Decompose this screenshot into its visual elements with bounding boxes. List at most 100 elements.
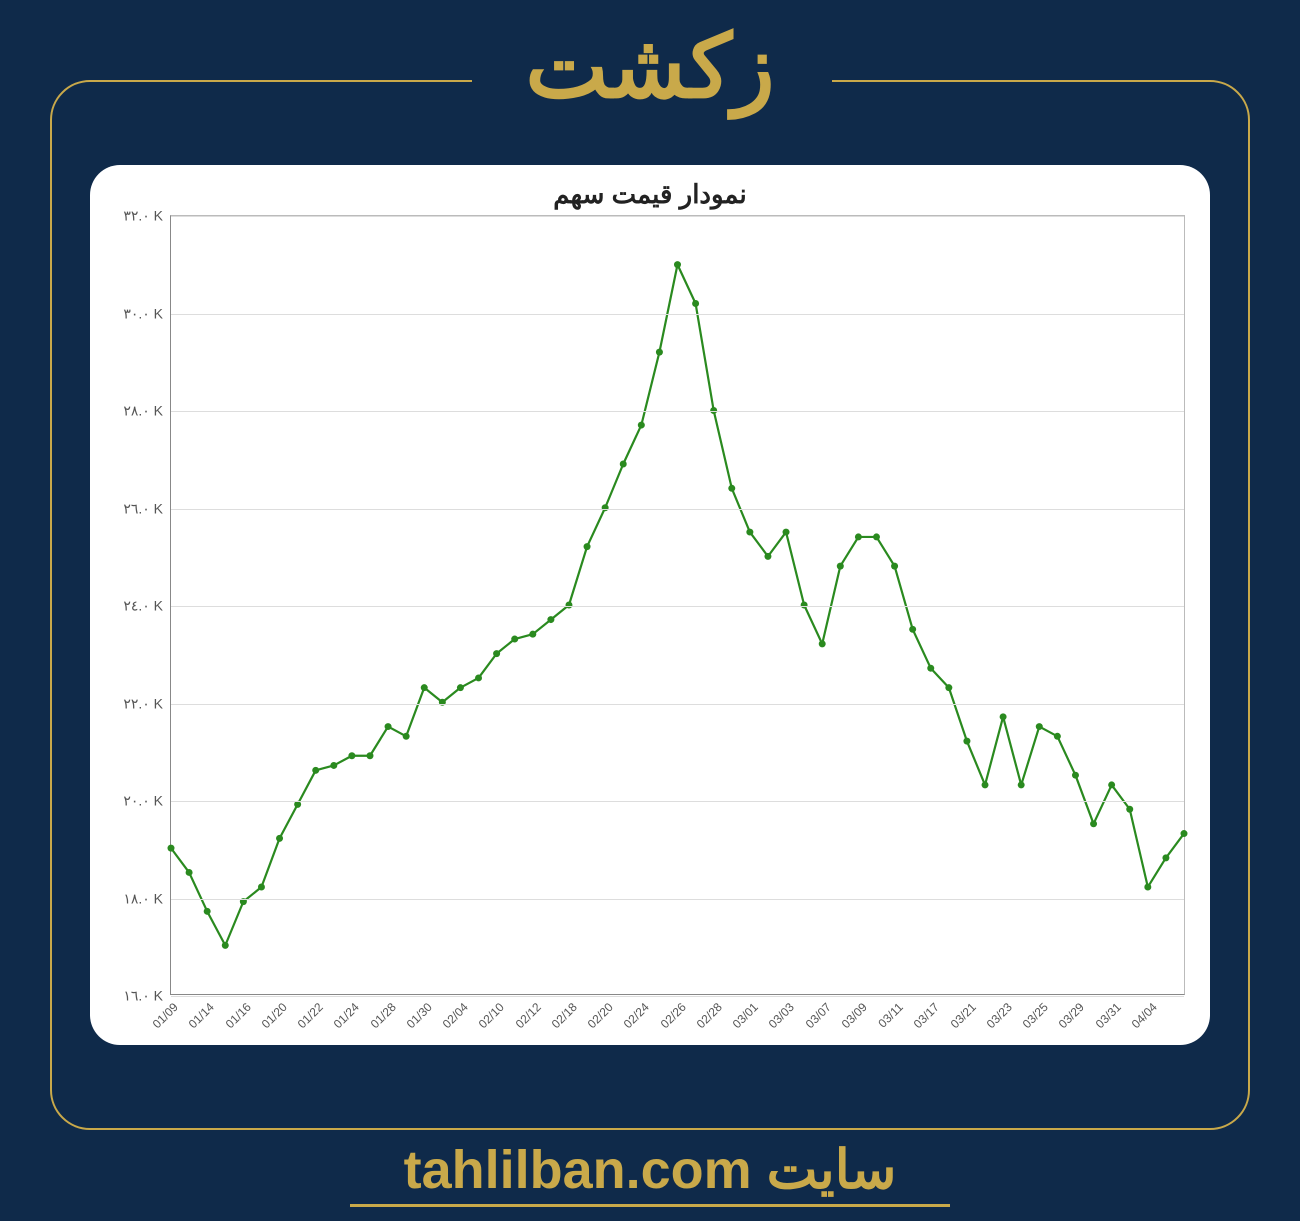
- price-marker: [638, 422, 645, 429]
- price-marker: [746, 529, 753, 536]
- price-marker: [1036, 723, 1043, 730]
- price-marker: [963, 738, 970, 745]
- grid-line: [171, 996, 1184, 997]
- price-marker: [1018, 781, 1025, 788]
- y-tick-label: ٢٤.٠ K: [123, 598, 163, 615]
- price-marker: [565, 602, 572, 609]
- x-tick-label: 01/30: [404, 1000, 435, 1031]
- price-marker: [403, 733, 410, 740]
- price-marker: [801, 602, 808, 609]
- y-tick-label: ٢٦.٠ K: [123, 500, 163, 517]
- price-marker: [186, 869, 193, 876]
- x-tick-label: 02/26: [657, 1000, 688, 1031]
- x-tick-label: 02/12: [512, 1000, 543, 1031]
- price-marker: [674, 261, 681, 268]
- price-marker: [945, 684, 952, 691]
- price-marker: [330, 762, 337, 769]
- y-tick-label: ٢٠.٠ K: [123, 793, 163, 810]
- y-tick-label: ١٨.٠ K: [123, 890, 163, 907]
- price-marker: [873, 533, 880, 540]
- x-tick-label: 03/09: [839, 1000, 870, 1031]
- grid-line: [171, 509, 1184, 510]
- chart-title: نمودار قیمت سهم: [90, 179, 1210, 210]
- price-marker: [1072, 772, 1079, 779]
- page-title: زکشت: [0, 15, 1300, 118]
- grid-line: [171, 704, 1184, 705]
- x-tick-label: 03/21: [947, 1000, 978, 1031]
- price-marker: [692, 300, 699, 307]
- price-marker: [819, 640, 826, 647]
- x-tick-label: 01/20: [259, 1000, 290, 1031]
- grid-line: [171, 314, 1184, 315]
- plot-area: ١٦.٠ K١٨.٠ K٢٠.٠ K٢٢.٠ K٢٤.٠ K٢٦.٠ K٢٨.٠…: [170, 215, 1185, 995]
- x-tick-label: 02/04: [440, 1000, 471, 1031]
- price-marker: [493, 650, 500, 657]
- price-marker: [547, 616, 554, 623]
- x-tick-label: 03/23: [984, 1000, 1015, 1031]
- chart-line-svg: [171, 216, 1184, 994]
- x-tick-label: 02/24: [621, 1000, 652, 1031]
- price-marker: [385, 723, 392, 730]
- price-marker: [511, 636, 518, 643]
- price-marker: [1181, 830, 1188, 837]
- x-tick-label: 02/20: [585, 1000, 616, 1031]
- price-marker: [168, 845, 175, 852]
- price-marker: [1090, 820, 1097, 827]
- price-marker: [222, 942, 229, 949]
- price-marker: [764, 553, 771, 560]
- x-tick-label: 02/28: [694, 1000, 725, 1031]
- price-marker: [1054, 733, 1061, 740]
- x-tick-label: 01/09: [150, 1000, 181, 1031]
- price-line: [171, 265, 1184, 946]
- price-marker: [927, 665, 934, 672]
- x-tick-label: 02/10: [476, 1000, 507, 1031]
- price-marker: [348, 752, 355, 759]
- price-marker: [1108, 781, 1115, 788]
- footer-underline: [350, 1204, 950, 1207]
- price-marker: [783, 529, 790, 536]
- y-tick-label: ٢٢.٠ K: [123, 695, 163, 712]
- x-tick-label: 01/24: [331, 1000, 362, 1031]
- x-tick-label: 04/04: [1129, 1000, 1160, 1031]
- price-marker: [475, 674, 482, 681]
- price-marker: [276, 835, 283, 842]
- x-tick-label: 01/14: [186, 1000, 217, 1031]
- price-marker: [1126, 806, 1133, 813]
- x-tick-label: 01/28: [367, 1000, 398, 1031]
- price-marker: [837, 563, 844, 570]
- price-marker: [584, 543, 591, 550]
- price-marker: [656, 349, 663, 356]
- price-marker: [620, 461, 627, 468]
- price-marker: [909, 626, 916, 633]
- price-marker: [982, 781, 989, 788]
- x-tick-label: 03/03: [766, 1000, 797, 1031]
- price-marker: [312, 767, 319, 774]
- price-marker: [258, 884, 265, 891]
- chart-panel: نمودار قیمت سهم ١٦.٠ K١٨.٠ K٢٠.٠ K٢٢.٠ K…: [90, 165, 1210, 1045]
- grid-line: [171, 216, 1184, 217]
- price-marker: [366, 752, 373, 759]
- x-tick-label: 03/17: [911, 1000, 942, 1031]
- price-marker: [1144, 884, 1151, 891]
- x-tick-label: 01/16: [222, 1000, 253, 1031]
- x-tick-label: 02/18: [549, 1000, 580, 1031]
- price-marker: [421, 684, 428, 691]
- y-tick-label: ٢٨.٠ K: [123, 403, 163, 420]
- grid-line: [171, 801, 1184, 802]
- x-tick-label: 03/01: [730, 1000, 761, 1031]
- y-tick-label: ١٦.٠ K: [123, 988, 163, 1005]
- price-marker: [855, 533, 862, 540]
- price-marker: [1000, 713, 1007, 720]
- price-marker: [728, 485, 735, 492]
- footer-text: سایت tahlilban.com: [0, 1138, 1300, 1201]
- grid-line: [171, 606, 1184, 607]
- price-marker: [457, 684, 464, 691]
- x-tick-label: 03/31: [1092, 1000, 1123, 1031]
- price-marker: [1162, 854, 1169, 861]
- grid-line: [171, 411, 1184, 412]
- grid-line: [171, 899, 1184, 900]
- y-tick-label: ٣٢.٠ K: [123, 208, 163, 225]
- x-tick-label: 03/11: [875, 1000, 906, 1031]
- x-tick-label: 03/29: [1056, 1000, 1087, 1031]
- price-marker: [891, 563, 898, 570]
